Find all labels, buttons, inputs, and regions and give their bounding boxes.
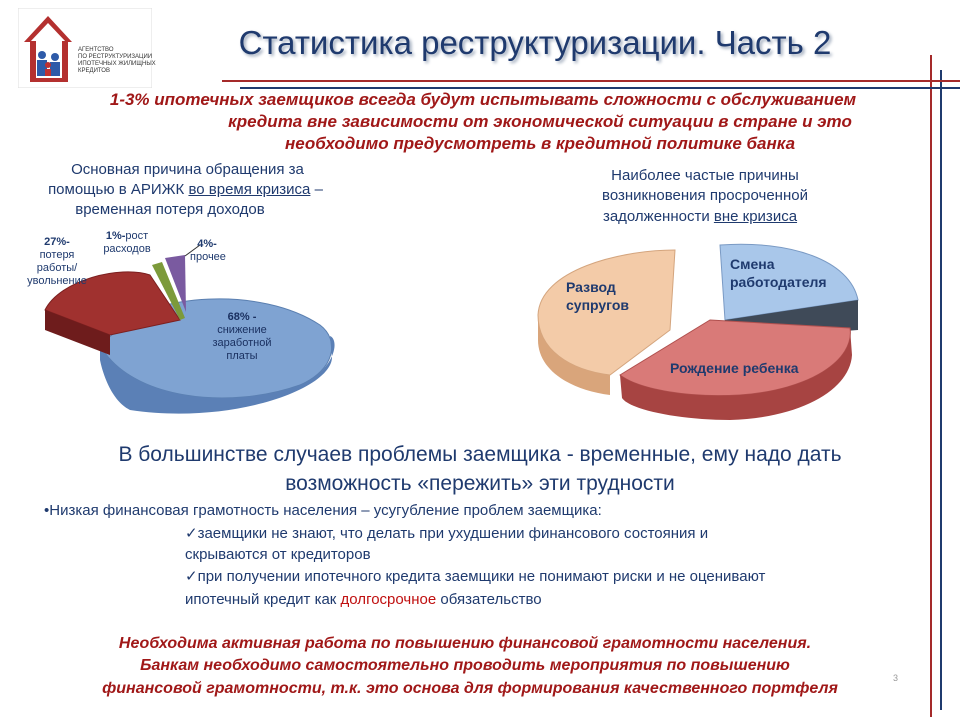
check-item-cont: скрываются от кредиторов (185, 546, 371, 563)
decor-horizontal-line (240, 87, 960, 89)
slice-label-job-loss: 27%- потеря работы/увольнение (25, 236, 89, 288)
slice-pct: 4%- (197, 238, 217, 250)
decor-vertical-line (930, 55, 932, 717)
slice-label-job-change: Смена работодателя (730, 256, 827, 290)
pie-slice-divorce-side (538, 315, 610, 395)
pie-slice-job-change (719, 243, 859, 321)
body-text: обязательство (436, 591, 542, 608)
slice-text: прочее (190, 251, 226, 263)
heading-underlined: во время кризиса (188, 181, 311, 198)
highlight-text: долгосрочное (340, 591, 437, 608)
body-text: ипотечный кредит как (185, 591, 341, 608)
slice-label-childbirth: Рождение ребенка (670, 360, 799, 376)
pie-slice-68-side (100, 336, 335, 414)
summary-line: возможность «пережить» эти трудности (285, 472, 675, 495)
agency-logo (18, 8, 152, 88)
right-chart-heading: возникновения просроченной (602, 187, 808, 204)
left-chart-heading: Основная причина обращения за (71, 161, 304, 178)
left-chart-heading: временная потеря доходов (75, 201, 265, 218)
pie-slice-childbirth-side (620, 328, 852, 420)
check-item: ✓заемщики не знают, что делать при ухудш… (185, 525, 709, 542)
warning-line: необходимо предусмотреть в кредитной пол… (284, 134, 796, 153)
left-chart-heading: помощью в АРИЖК во время кризиса – (8, 180, 363, 199)
logo-text-line: ПО РЕСТРУКТУРИЗАЦИИ (78, 54, 153, 60)
pie-slice-4 (165, 255, 186, 312)
leader-line (184, 244, 201, 257)
warning-line: 1-3% ипотечных заемщиков всегда будут ис… (109, 90, 857, 109)
logo-text-line: ИПОТЕЧНЫХ ЖИЛИЩНЫХ (78, 61, 156, 67)
slice-label-divorce: Развод супругов (566, 279, 629, 313)
conclusion-line: Необходима активная работа по повышению … (118, 635, 812, 652)
slice-label-salary-cut: 68% - снижение заработной платы (202, 311, 282, 363)
pie-slice-divorce (537, 249, 676, 376)
decor-horizontal-line (222, 80, 960, 82)
pie-slice-27 (44, 271, 181, 336)
logo-text: АГЕНТСТВО ПО РЕСТРУКТУРИЗАЦИИ ИПОТЕЧНЫХ … (78, 47, 158, 75)
left-pie-chart (44, 244, 335, 414)
slice-text: потеря работы/увольнение (27, 249, 87, 287)
logo-text-line: КРЕДИТОВ (78, 68, 110, 74)
check-item-cont: ипотечный кредит как долгосрочное обязат… (185, 590, 905, 609)
pie-slice-27-side (45, 310, 110, 355)
heading-text: – (310, 181, 323, 198)
right-pie-chart (537, 243, 859, 420)
right-chart-heading: Наиболее частые причины (611, 167, 799, 184)
bullet-item: •Низкая финансовая грамотность населения… (44, 502, 602, 519)
conclusion-line: Банкам необходимо самостоятельно проводи… (140, 657, 790, 674)
check-item: ✓при получении ипотечного кредита заемщи… (185, 568, 766, 585)
slide-title: Статистика реструктуризации. Часть 2 (238, 24, 832, 61)
pie-slice-1 (152, 262, 185, 320)
slice-pct: 27%- (44, 236, 70, 248)
slice-label-expenses: 1%-рост расходов (92, 230, 162, 256)
slice-label-other: 4%- прочее (190, 238, 226, 264)
summary-line: В большинстве случаев проблемы заемщика … (118, 443, 842, 466)
warning-line: кредита вне зависимости от экономической… (228, 112, 852, 131)
slice-pct: 68% - (227, 311, 257, 323)
page-number: 3 (893, 673, 899, 683)
logo-text-line: АГЕНТСТВО (78, 47, 114, 53)
conclusion-line: финансовой грамотности, т.к. это основа … (102, 680, 838, 697)
right-chart-heading: задолженности вне кризиса (560, 207, 840, 226)
slice-pct: 1%- (105, 230, 126, 242)
slice-text: рост расходов (103, 230, 151, 255)
slice-text: снижение заработной платы (212, 324, 272, 362)
decor-vertical-line (940, 70, 942, 710)
heading-text: помощью в АРИЖК (48, 181, 189, 198)
heading-underlined: вне кризиса (713, 208, 798, 225)
heading-text: задолженности (602, 208, 714, 225)
